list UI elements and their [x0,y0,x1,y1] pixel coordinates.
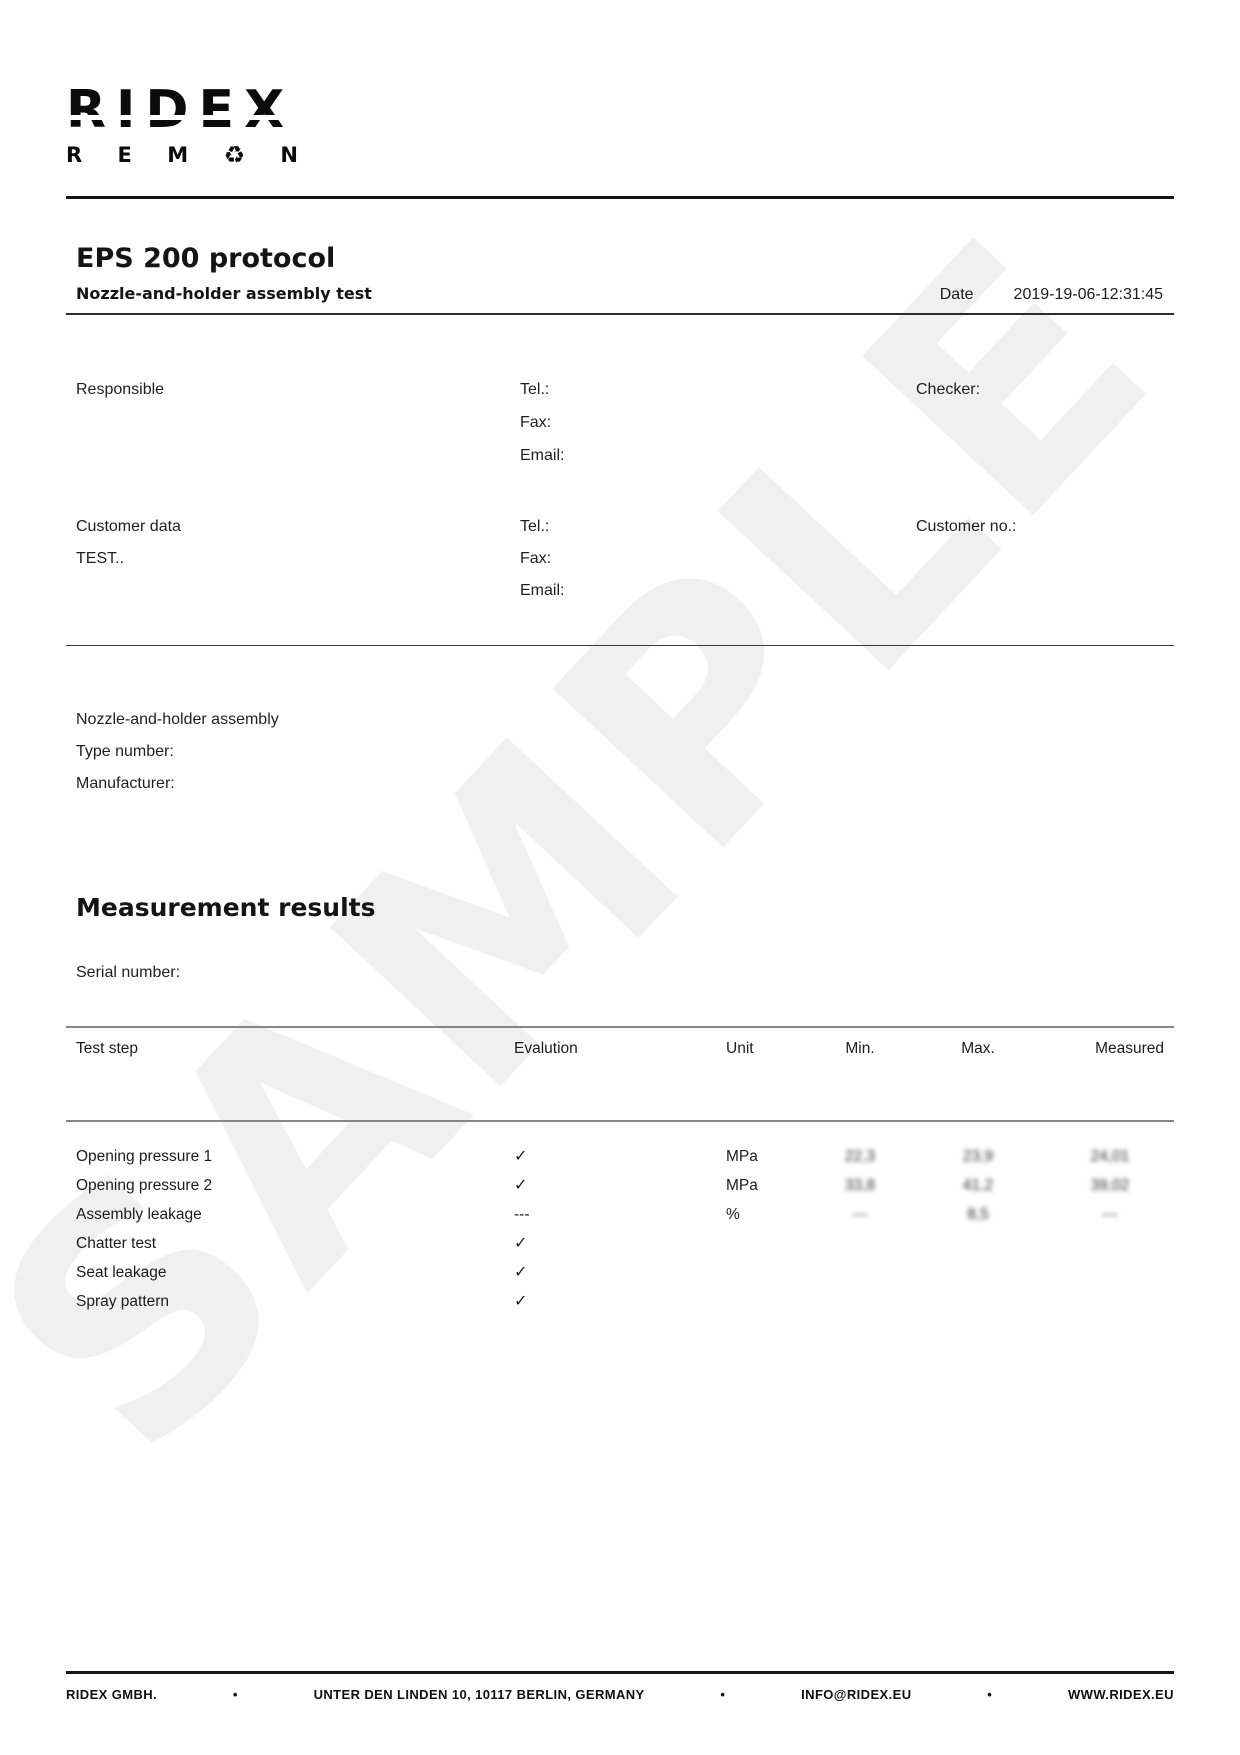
responsible-fax-label: Fax: [520,414,552,431]
header-divider [66,196,1174,199]
col-header-max: Max. [961,1040,995,1057]
checker-label: Checker: [916,381,981,398]
cell-evaluation: --- [514,1206,530,1223]
cell-max: 41,2 [962,1177,994,1194]
check-icon: ✓ [514,1264,528,1281]
logo-letter-e: E [117,142,132,167]
type-number-label: Type number: [76,743,174,760]
logo-letter-n: N [280,142,298,167]
bullet-separator: • [232,1687,238,1702]
date-row: Date 2019-19-06-12:31:45 [940,286,1163,304]
cell-test-step: Opening pressure 1 [76,1148,213,1165]
check-icon: ✓ [514,1293,528,1310]
footer-divider [66,1671,1174,1674]
cell-test-step: Spray pattern [76,1293,170,1310]
serial-number-label: Serial number: [76,964,181,981]
cell-max: 8,5 [967,1206,989,1223]
cell-min: --- [852,1206,868,1223]
responsible-email-label: Email: [520,447,565,464]
logo-reman-line: R E M ♻ N [66,143,298,167]
cell-min: 22,3 [844,1148,876,1165]
page-subtitle: Nozzle-and-holder assembly test [76,284,372,303]
cell-test-step: Chatter test [76,1235,157,1252]
cell-measured: 39,02 [1090,1177,1130,1194]
customer-data-label: Customer data [76,518,181,535]
col-header-measured: Measured [1095,1040,1164,1057]
date-value: 2019-19-06-12:31:45 [1013,286,1163,303]
customer-name-value: TEST.. [76,550,125,567]
col-header-unit: Unit [726,1040,754,1057]
table-row: Spray pattern ✓ [76,1287,1164,1316]
check-icon: ✓ [514,1148,528,1165]
measurement-results-heading: Measurement results [76,893,376,922]
footer-company: RIDEX GMBH. [66,1687,158,1702]
cell-measured: 24,01 [1090,1148,1130,1165]
logo-ridex-wordmark: RIDEX [63,80,295,140]
customer-fax-label: Fax: [520,550,552,567]
check-icon: ✓ [514,1177,528,1194]
footer: RIDEX GMBH. • UNTER DEN LINDEN 10, 10117… [66,1687,1174,1702]
table-row: Seat leakage ✓ [76,1258,1164,1287]
table-top-divider [66,1026,1174,1028]
date-label: Date [939,286,974,303]
table-row: Assembly leakage --- % --- 8,5 --- [76,1200,1164,1229]
check-icon: ✓ [514,1235,528,1252]
table-header-divider [66,1120,1174,1122]
recycle-icon: ♻ [223,141,246,169]
table-row: Opening pressure 1 ✓ MPa 22,3 23,9 24,01 [76,1142,1164,1171]
ridex-reman-logo: RIDEX R E M ♻ N [63,80,298,167]
manufacturer-label: Manufacturer: [76,775,175,792]
cell-min: 33,8 [844,1177,876,1194]
customer-email-label: Email: [520,582,565,599]
logo-letter-m: M [167,142,189,167]
customer-tel-label: Tel.: [520,518,550,535]
cell-test-step: Seat leakage [76,1264,167,1281]
col-header-min: Min. [845,1040,875,1057]
table-row: Opening pressure 2 ✓ MPa 33,8 41,2 39,02 [76,1171,1164,1200]
cell-test-step: Opening pressure 2 [76,1177,213,1194]
responsible-tel-label: Tel.: [520,381,550,398]
sample-watermark: SAMPLE [0,169,1224,1521]
footer-website: WWW.RIDEX.EU [1068,1687,1174,1702]
col-header-evalution: Evalution [514,1040,578,1057]
cell-unit: % [726,1206,740,1223]
date-divider [66,313,1174,315]
footer-email: INFO@RIDEX.EU [801,1687,912,1702]
cell-test-step: Assembly leakage [76,1206,202,1223]
results-table-body: Opening pressure 1 ✓ MPa 22,3 23,9 24,01… [76,1142,1164,1316]
customer-divider [66,645,1174,646]
responsible-label: Responsible [76,381,165,398]
cell-max: 23,9 [962,1148,994,1165]
logo-letter-r: R [66,142,83,167]
page-title: EPS 200 protocol [76,243,336,274]
results-table-header: Test step Evalution Unit Min. Max. Measu… [76,1040,1164,1058]
bullet-separator: • [987,1687,993,1702]
cell-unit: MPa [726,1177,758,1194]
col-header-test-step: Test step [76,1040,139,1057]
assembly-title: Nozzle-and-holder assembly [76,711,279,728]
bullet-separator: • [720,1687,726,1702]
cell-unit: MPa [726,1148,758,1165]
table-row: Chatter test ✓ [76,1229,1164,1258]
customer-no-label: Customer no.: [916,518,1017,535]
cell-measured: --- [1102,1206,1118,1223]
footer-address: UNTER DEN LINDEN 10, 10117 BERLIN, GERMA… [313,1687,645,1702]
